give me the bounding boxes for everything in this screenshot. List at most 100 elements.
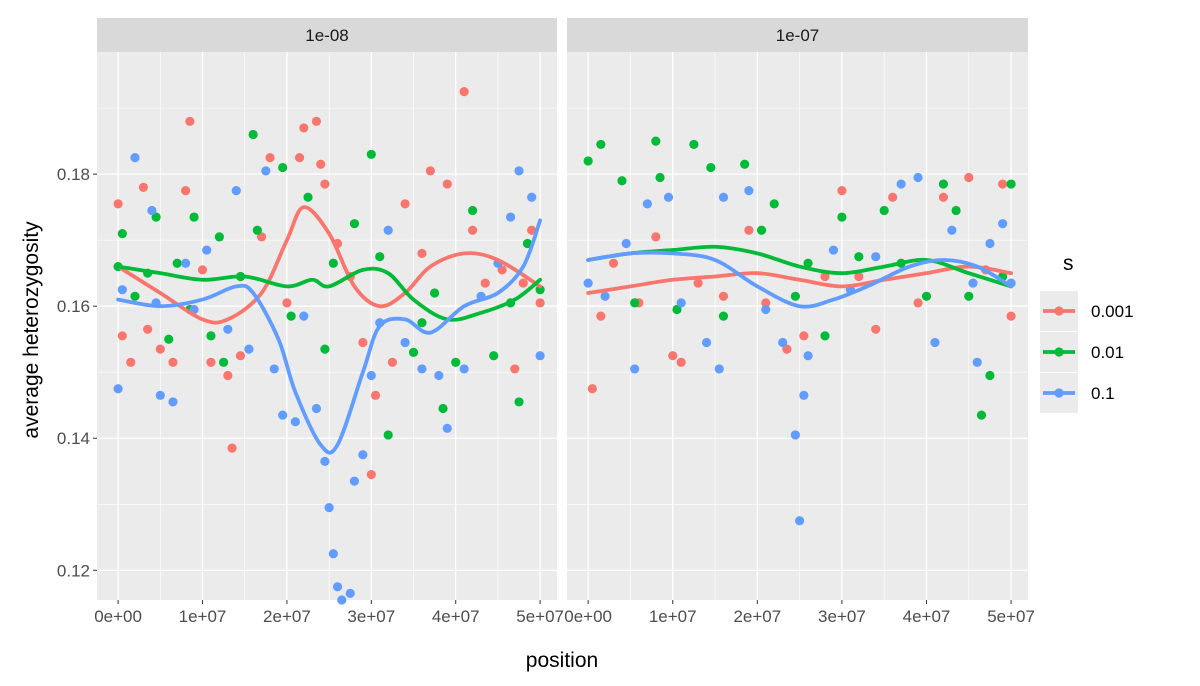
data-point xyxy=(651,232,661,242)
data-point xyxy=(837,212,847,222)
data-point xyxy=(951,205,961,216)
data-point xyxy=(206,331,216,341)
data-point xyxy=(387,357,398,367)
data-point xyxy=(799,390,809,400)
data-point xyxy=(181,186,191,196)
data-point xyxy=(168,357,178,367)
data-point xyxy=(130,291,140,301)
data-point xyxy=(349,476,360,486)
data-point xyxy=(181,258,191,268)
data-point xyxy=(596,311,606,321)
x-axis-title: position xyxy=(526,649,598,672)
data-point xyxy=(621,238,631,249)
data-point xyxy=(299,123,309,133)
data-point xyxy=(976,410,987,420)
data-point xyxy=(820,271,830,282)
data-point xyxy=(366,149,376,159)
data-point xyxy=(303,192,313,202)
data-point xyxy=(320,179,330,189)
data-point xyxy=(328,549,338,559)
data-point xyxy=(185,116,195,126)
data-point xyxy=(972,357,982,367)
data-point xyxy=(151,212,161,222)
data-point xyxy=(535,351,545,361)
data-point xyxy=(518,278,528,288)
y-tick-label: 0.16 xyxy=(57,297,90,316)
data-point xyxy=(400,337,410,348)
data-point xyxy=(324,502,334,513)
y-tick-label: 0.12 xyxy=(57,561,90,580)
data-point xyxy=(799,331,809,341)
data-point xyxy=(202,245,212,255)
data-point xyxy=(459,364,469,374)
data-point xyxy=(442,179,452,189)
data-point xyxy=(527,225,537,235)
data-point xyxy=(510,364,520,374)
data-point xyxy=(998,219,1008,229)
data-point xyxy=(913,298,923,308)
data-point xyxy=(985,370,995,381)
data-point xyxy=(227,443,237,453)
data-point xyxy=(290,417,300,427)
data-point xyxy=(168,397,178,407)
data-point xyxy=(223,370,233,381)
data-point xyxy=(769,199,779,209)
x-tick-label: 2e+07 xyxy=(263,607,311,626)
x-tick-label: 0e+00 xyxy=(94,607,142,626)
data-point xyxy=(617,176,627,186)
data-point xyxy=(600,291,610,301)
data-point xyxy=(113,199,123,209)
data-point xyxy=(332,582,343,592)
data-point xyxy=(778,337,788,348)
data-point xyxy=(189,212,199,222)
legend: s 0.001 0.01 0.1 xyxy=(1040,252,1134,413)
data-point xyxy=(282,298,292,308)
data-point xyxy=(714,364,724,374)
data-point xyxy=(998,179,1008,189)
series-points-0.001 xyxy=(587,172,1016,394)
data-point xyxy=(642,199,652,209)
data-point xyxy=(718,311,729,321)
data-point xyxy=(663,192,674,202)
smooth-line-0.01 xyxy=(116,264,543,322)
data-point xyxy=(320,456,330,466)
facet-strip xyxy=(97,18,557,52)
data-point xyxy=(299,311,309,321)
data-point xyxy=(316,159,326,169)
data-point xyxy=(744,225,754,235)
data-point xyxy=(370,390,381,400)
data-point xyxy=(497,265,507,275)
data-point xyxy=(265,153,275,163)
data-point xyxy=(278,410,288,420)
data-point xyxy=(451,357,461,367)
data-point xyxy=(480,278,490,288)
data-point xyxy=(689,139,699,150)
data-point xyxy=(278,162,288,173)
data-point xyxy=(522,238,533,249)
y-tick-label: 0.14 xyxy=(57,429,90,448)
data-point xyxy=(514,166,524,176)
x-tick-label: 5e+07 xyxy=(516,607,564,626)
data-point xyxy=(535,298,545,308)
facet-panel-1e-07: 1e-07 0e+00 1e+07 2e+07 3e+07 4e+07 5e+07 xyxy=(564,18,1035,626)
data-point xyxy=(197,265,208,275)
data-point xyxy=(871,324,881,334)
data-point xyxy=(147,205,157,216)
data-point xyxy=(668,351,678,361)
data-point xyxy=(430,288,440,298)
data-point xyxy=(143,324,153,334)
data-point xyxy=(964,291,974,301)
data-point xyxy=(223,324,233,334)
data-point xyxy=(244,344,254,354)
data-point xyxy=(214,232,224,242)
data-point xyxy=(349,219,360,229)
data-point xyxy=(417,364,427,374)
data-point xyxy=(231,186,241,196)
x-tick-label: 2e+07 xyxy=(733,607,781,626)
smooth-line-0.001 xyxy=(116,205,543,325)
data-point xyxy=(938,192,949,202)
data-point xyxy=(761,298,771,308)
data-point xyxy=(358,337,368,348)
data-point xyxy=(828,245,839,255)
data-point xyxy=(164,334,174,344)
